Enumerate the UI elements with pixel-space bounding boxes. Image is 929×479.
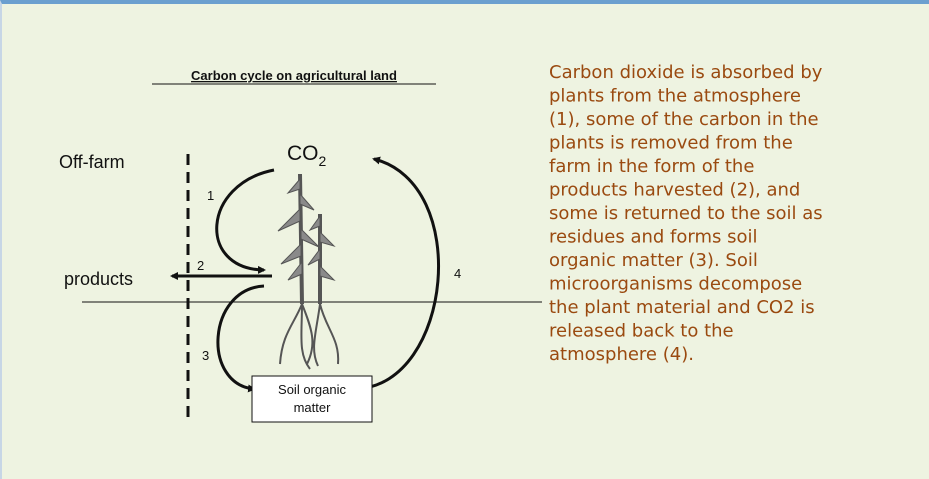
soil-box-label: matter (294, 400, 332, 415)
description-line: atmosphere (4). (549, 344, 694, 365)
description-line: Carbon dioxide is absorbed by (549, 62, 823, 83)
description-line: some is returned to the soil as (549, 203, 823, 224)
description: Carbon dioxide is absorbed by plants from… (549, 62, 823, 365)
step-label: 2 (197, 258, 204, 273)
co2-label: CO2 (287, 142, 327, 169)
description-line: products harvested (2), and (549, 180, 800, 201)
panel: Carbon cycle on agricultural land Off-fa… (0, 0, 929, 479)
plant (278, 174, 338, 369)
arrow-3 (218, 286, 264, 389)
description-line: the plant material and CO2 is (549, 297, 815, 318)
arrow-1 (217, 170, 274, 270)
description-line: plants is removed from the (549, 133, 793, 154)
description-line: (1), some of the carbon in the (549, 109, 819, 130)
products-label: products (64, 269, 133, 289)
description-line: released back to the (549, 321, 734, 342)
description-line: farm in the form of the (549, 156, 754, 177)
description-line: plants from the atmosphere (549, 86, 801, 107)
description-line: microorganisms decompose (549, 274, 802, 295)
diagram: Carbon cycle on agricultural land Off-fa… (2, 4, 929, 479)
arrow-4 (357, 159, 439, 389)
description-line: residues and forms soil (549, 227, 758, 248)
off-farm-label: Off-farm (59, 152, 125, 172)
step-label: 3 (202, 348, 209, 363)
step-label: 4 (454, 266, 461, 281)
diagram-title: Carbon cycle on agricultural land (191, 68, 397, 83)
step-label: 1 (207, 188, 214, 203)
description-line: organic matter (3). Soil (549, 250, 758, 271)
soil-box-label: Soil organic (278, 382, 346, 397)
